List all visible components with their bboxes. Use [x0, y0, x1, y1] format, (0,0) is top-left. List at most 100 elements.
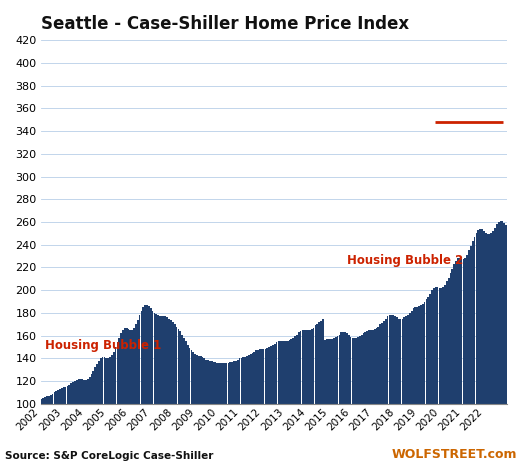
Bar	[429, 294, 431, 404]
Bar	[172, 322, 174, 404]
Bar	[148, 306, 150, 404]
Bar	[100, 358, 102, 404]
Bar	[281, 341, 283, 404]
Bar	[404, 317, 405, 404]
Bar	[279, 341, 281, 404]
Bar	[473, 237, 476, 404]
Bar	[417, 307, 418, 404]
Bar	[316, 324, 318, 404]
Bar	[485, 233, 487, 404]
Bar	[383, 321, 385, 404]
Bar	[307, 330, 309, 404]
Bar	[462, 260, 465, 404]
Bar	[153, 313, 155, 404]
Bar	[337, 336, 338, 404]
Bar	[228, 363, 229, 404]
Bar	[177, 329, 180, 404]
Bar	[59, 389, 61, 404]
Bar	[248, 355, 250, 404]
Bar	[222, 363, 224, 404]
Bar	[44, 397, 46, 404]
Bar	[466, 255, 468, 404]
Bar	[176, 327, 177, 404]
Bar	[313, 328, 314, 404]
Bar	[135, 324, 137, 404]
Bar	[324, 340, 326, 404]
Bar	[500, 221, 501, 404]
Bar	[494, 228, 496, 404]
Bar	[327, 339, 329, 404]
Bar	[388, 315, 390, 404]
Bar	[483, 231, 485, 404]
Bar	[48, 396, 50, 404]
Bar	[270, 346, 272, 404]
Bar	[137, 320, 139, 404]
Bar	[174, 324, 175, 404]
Bar	[455, 260, 457, 404]
Bar	[239, 358, 241, 404]
Bar	[513, 232, 514, 404]
Bar	[118, 338, 120, 404]
Bar	[509, 231, 511, 404]
Bar	[518, 230, 520, 404]
Bar	[241, 358, 242, 404]
Bar	[92, 371, 94, 404]
Bar	[479, 229, 481, 404]
Bar	[309, 330, 311, 404]
Bar	[276, 343, 277, 404]
Bar	[200, 356, 201, 404]
Bar	[507, 229, 509, 404]
Bar	[66, 386, 68, 404]
Bar	[326, 339, 327, 404]
Bar	[188, 348, 191, 404]
Bar	[296, 335, 298, 404]
Bar	[205, 360, 207, 404]
Bar	[79, 379, 81, 404]
Bar	[156, 314, 157, 404]
Bar	[361, 335, 363, 404]
Bar	[431, 290, 433, 404]
Bar	[183, 338, 185, 404]
Bar	[392, 315, 394, 404]
Bar	[446, 281, 448, 404]
Bar	[91, 374, 92, 404]
Bar	[376, 328, 377, 404]
Bar	[87, 379, 89, 404]
Bar	[407, 315, 409, 404]
Bar	[496, 224, 497, 404]
Bar	[61, 388, 63, 404]
Bar	[46, 396, 48, 404]
Bar	[107, 358, 109, 404]
Bar	[226, 363, 228, 404]
Bar	[489, 234, 490, 404]
Bar	[268, 347, 270, 404]
Bar	[220, 363, 222, 404]
Bar	[255, 350, 257, 404]
Bar	[161, 316, 163, 404]
Bar	[217, 363, 218, 404]
Bar	[294, 336, 296, 404]
Bar	[242, 357, 244, 404]
Bar	[233, 361, 235, 404]
Bar	[292, 338, 294, 404]
Text: WOLFSTREET.com: WOLFSTREET.com	[392, 448, 517, 461]
Bar	[452, 268, 453, 404]
Bar	[372, 330, 374, 404]
Bar	[396, 317, 398, 404]
Bar	[300, 331, 302, 404]
Bar	[511, 232, 513, 404]
Bar	[472, 241, 473, 404]
Bar	[41, 399, 42, 404]
Bar	[235, 361, 236, 404]
Bar	[433, 288, 435, 404]
Bar	[503, 223, 505, 404]
Bar	[520, 229, 521, 404]
Bar	[213, 362, 215, 404]
Bar	[353, 338, 355, 404]
Bar	[266, 348, 268, 404]
Bar	[381, 323, 383, 404]
Bar	[237, 360, 239, 404]
Bar	[394, 316, 396, 404]
Bar	[442, 287, 444, 404]
Bar	[115, 347, 116, 404]
